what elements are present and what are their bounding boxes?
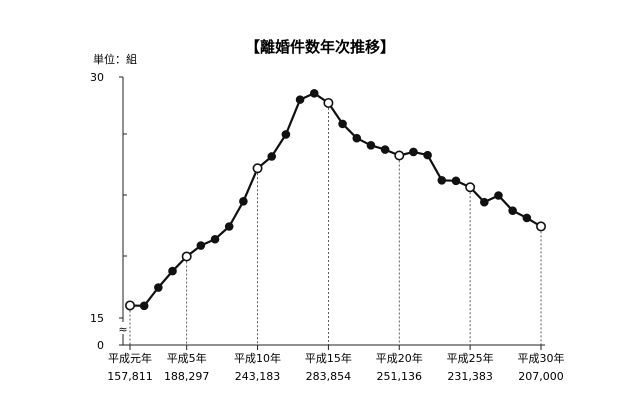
y-tick-label: 0 [97,339,104,352]
data-point [168,266,177,276]
data-point [154,283,163,292]
data-point [295,95,305,104]
chart-title: 【離婚件数年次推移】 [245,38,395,56]
data-point-open [394,150,405,161]
data-point [508,206,517,215]
data-value-label: 188,297 [164,370,210,383]
data-point-open [465,182,476,193]
x-axis-labels: 平成元年 157,811 平成5年 188,297 平成10年 243,183 平成15年 2… [107,351,564,383]
data-value-label: 243,183 [235,370,281,383]
data-point [139,301,149,311]
data-point [338,119,347,129]
data-point [196,241,206,250]
data-point [522,213,532,223]
data-point-open [181,251,192,262]
data-value-label: 231,383 [447,370,493,383]
series-polyline [129,92,542,307]
data-value-label: 283,854 [306,370,352,383]
series-line [129,92,542,307]
x-tick-label: 平成15年 [305,351,352,365]
data-point-open [125,300,136,311]
x-tick-label: 平成25年 [447,351,494,365]
data-point [239,196,248,206]
data-point [451,176,461,186]
x-tick-label: 平成30年 [518,351,565,365]
data-value-label: 207,000 [518,370,564,383]
x-tick-label: 平成20年 [376,351,423,365]
axes: ≈30 15 0 [90,71,545,352]
data-point [437,175,447,185]
data-point [423,150,432,160]
x-tick-label: 平成元年 [108,351,152,365]
unit-label: 単位：組 [93,52,137,66]
data-point [366,141,376,150]
data-point [480,197,489,207]
data-point [267,152,277,161]
data-value-label: 157,811 [107,370,153,383]
guide-lines [129,107,542,345]
data-point-open [323,97,334,108]
data-point [352,133,362,143]
data-point [210,234,220,244]
data-markers [125,89,546,311]
data-point [281,130,291,139]
y-axis-break-icon: ≈ [118,323,127,336]
data-point-open [252,163,263,174]
data-point-open [535,221,546,232]
data-point [309,89,319,98]
x-tick-label: 平成5年 [167,351,207,365]
data-point [224,222,234,231]
y-tick-label: 15 [90,312,104,325]
data-point [494,191,503,200]
x-tick-label: 平成10年 [234,351,281,365]
data-point [409,147,418,157]
y-tick-label: 30 [90,71,104,84]
data-point [380,145,390,154]
data-value-label: 251,136 [377,370,423,383]
